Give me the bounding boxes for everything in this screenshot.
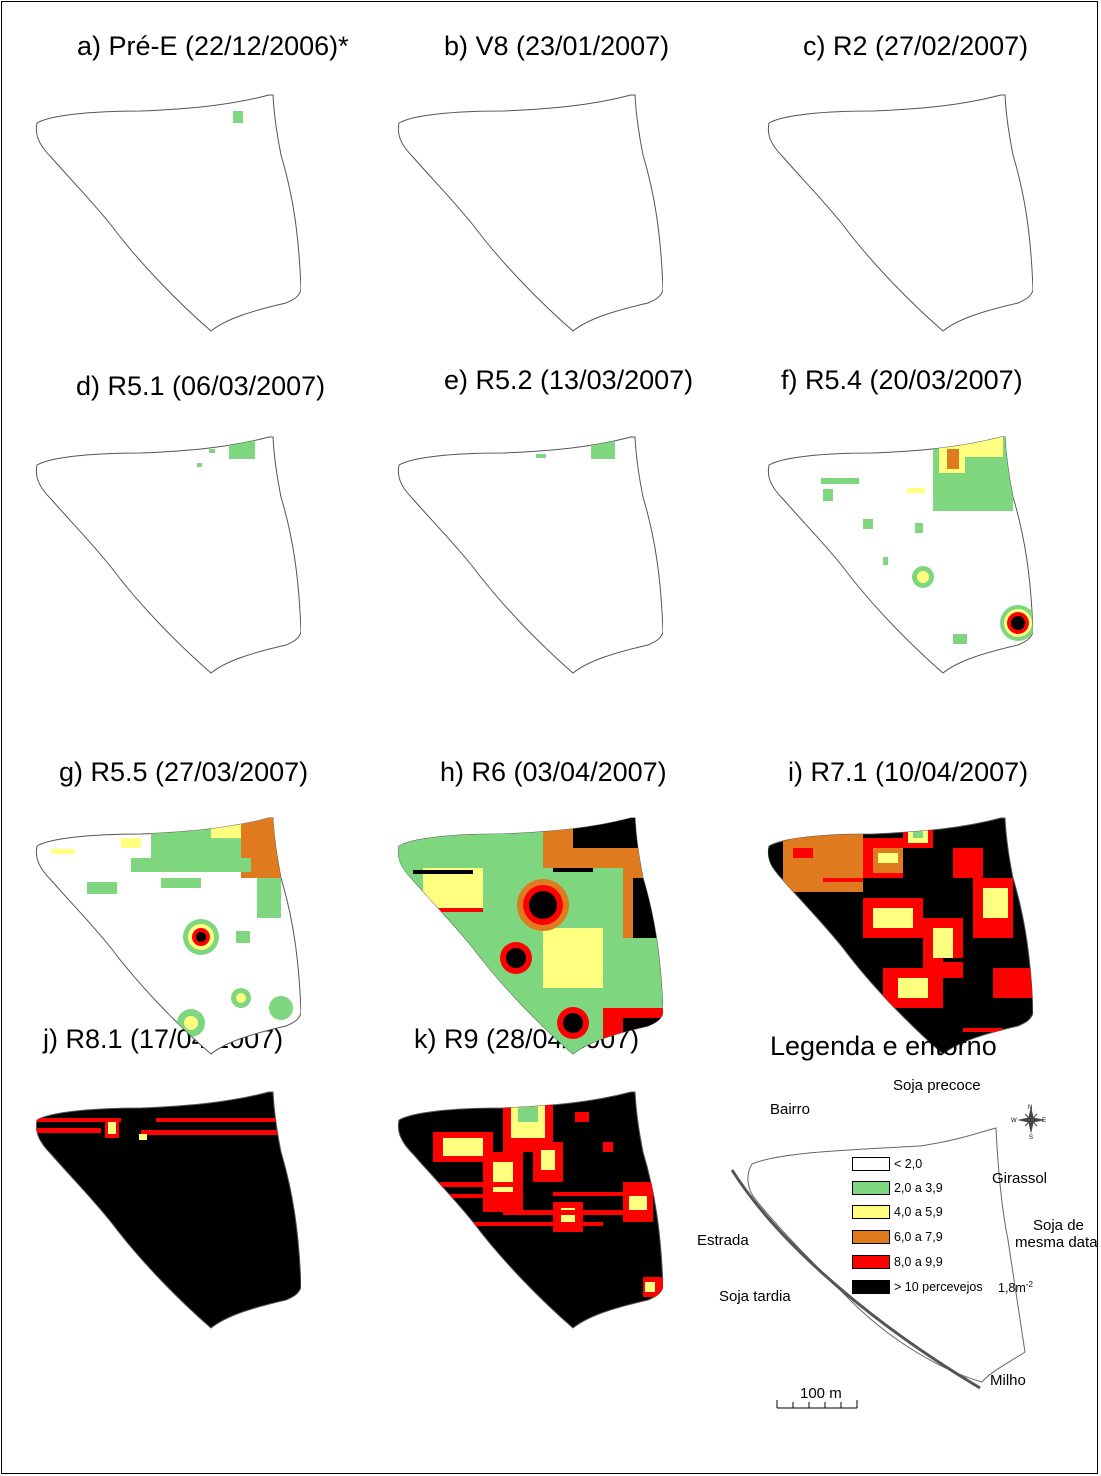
label-estrada: Estrada (697, 1232, 749, 1249)
legend-swatch-5 (852, 1280, 890, 1294)
legend-class-5: > 10 percevejos (894, 1280, 983, 1294)
panel-title-h: h) R6 (03/04/2007) (440, 757, 667, 787)
legend-swatch-0 (852, 1157, 890, 1171)
field-map-f (767, 436, 1033, 674)
legend-unit: 1,8m-2 (998, 1280, 1033, 1295)
legend-class-3: 6,0 a 7,9 (894, 1230, 943, 1244)
panel-title-d: d) R5.1 (06/03/2007) (76, 371, 326, 401)
panel-title-a: a) Pré-E (22/12/2006)* (77, 31, 349, 61)
label-soja-mesma-data-1: Soja de (1033, 1217, 1084, 1234)
field-map-h (397, 817, 663, 1055)
field-map-d (35, 436, 301, 674)
legend-class-2: 4,0 a 5,9 (894, 1205, 943, 1219)
legend-title: Legenda e entorno (770, 1031, 997, 1061)
scale-bar (776, 1400, 858, 1409)
field-map-g (35, 817, 301, 1055)
label-milho: Milho (990, 1372, 1026, 1389)
legend-class-4: 8,0 a 9,9 (894, 1255, 943, 1269)
field-map-c (767, 94, 1033, 332)
label-soja-precoce: Soja precoce (893, 1077, 981, 1094)
label-soja-tardia: Soja tardia (719, 1288, 791, 1305)
compass-rose-icon (1017, 1106, 1045, 1134)
field-map-k (397, 1091, 663, 1329)
panel-title-c: c) R2 (27/02/2007) (803, 31, 1029, 61)
scale-label: 100 m (800, 1385, 842, 1402)
label-girassol: Girassol (992, 1170, 1048, 1187)
legend-class-0: < 2,0 (894, 1157, 923, 1171)
legend-swatch-4 (852, 1255, 890, 1269)
label-soja-mesma-data-2: mesma data (1015, 1234, 1098, 1251)
panel-title-g: g) R5.5 (27/03/2007) (59, 757, 309, 787)
compass-w: W (1011, 1118, 1017, 1124)
compass-e: E (1042, 1118, 1047, 1124)
label-bairro: Bairro (770, 1101, 811, 1118)
panel-title-b: b) V8 (23/01/2007) (444, 31, 670, 61)
legend-unit-base: 1,8m (998, 1281, 1026, 1296)
panel-title-f: f) R5.4 (20/03/2007) (781, 365, 1023, 395)
compass-s: S (1029, 1135, 1034, 1141)
legend-class-1: 2,0 a 3,9 (894, 1181, 943, 1195)
panel-title-i: i) R7.1 (10/04/2007) (788, 757, 1029, 787)
field-map-b (397, 94, 663, 332)
legend-swatch-1 (852, 1181, 890, 1195)
field-map-a (35, 94, 301, 332)
field-map-e (397, 436, 663, 674)
panel-title-e: e) R5.2 (13/03/2007) (444, 365, 694, 395)
legend-unit-exp: -2 (1025, 1280, 1033, 1289)
legend-swatch-2 (852, 1205, 890, 1219)
field-map-j (35, 1091, 301, 1329)
compass-n: N (1028, 1105, 1033, 1111)
field-map-i (767, 817, 1033, 1055)
legend-swatch-3 (852, 1230, 890, 1244)
